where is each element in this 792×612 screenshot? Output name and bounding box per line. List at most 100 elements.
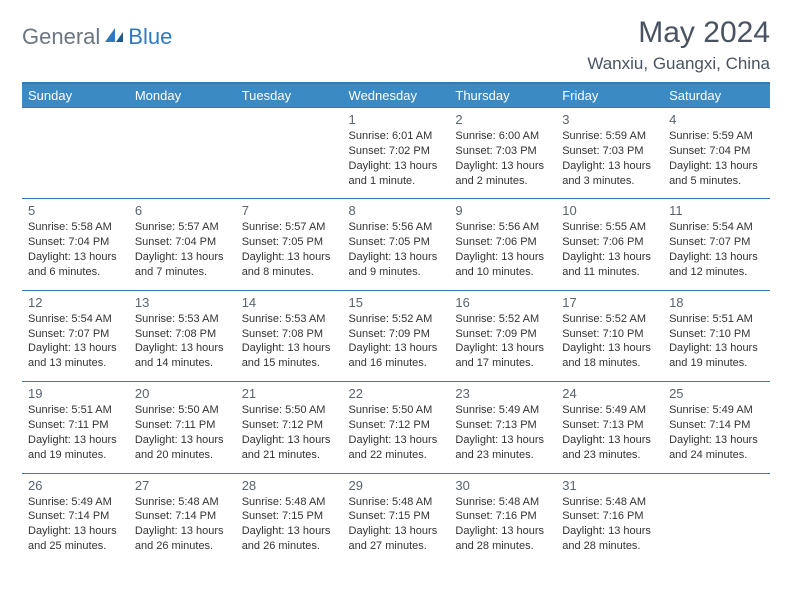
sunset-text: Sunset: 7:12 PM (242, 418, 337, 433)
day-number: 12 (28, 295, 123, 310)
day-cell: 15Sunrise: 5:52 AMSunset: 7:09 PMDayligh… (343, 290, 450, 381)
sunset-text: Sunset: 7:03 PM (455, 144, 550, 159)
sunset-text: Sunset: 7:09 PM (349, 327, 444, 342)
day-number: 14 (242, 295, 337, 310)
day-cell: 5Sunrise: 5:58 AMSunset: 7:04 PMDaylight… (22, 199, 129, 290)
day-number: 10 (562, 203, 657, 218)
daylight-text: Daylight: 13 hours and 19 minutes. (28, 433, 123, 463)
day-header: Wednesday (343, 83, 450, 108)
day-cell: 6Sunrise: 5:57 AMSunset: 7:04 PMDaylight… (129, 199, 236, 290)
logo-sail-icon (104, 26, 126, 49)
sunset-text: Sunset: 7:11 PM (135, 418, 230, 433)
day-cell: 10 Sunrise: 5:55 AMSunset: 7:06 PMDayligh… (556, 199, 663, 290)
day-number: 4 (669, 112, 764, 127)
day-cell: 17Sunrise: 5:52 AMSunset: 7:10 PMDayligh… (556, 290, 663, 381)
sunrise-text: Sunrise: 5:57 AM (135, 220, 230, 235)
day-header: Friday (556, 83, 663, 108)
day-cell (129, 108, 236, 199)
week-row: 12Sunrise: 5:54 AMSunset: 7:07 PMDayligh… (22, 290, 770, 381)
sunset-text: Sunset: 7:16 PM (455, 509, 550, 524)
daylight-text: Daylight: 13 hours and 18 minutes. (562, 341, 657, 371)
daylight-text: Daylight: 13 hours and 14 minutes. (135, 341, 230, 371)
day-cell: 20Sunrise: 5:50 AMSunset: 7:11 PMDayligh… (129, 382, 236, 473)
sunset-text: Sunset: 7:08 PM (135, 327, 230, 342)
day-number: 7 (242, 203, 337, 218)
day-header: Sunday (22, 83, 129, 108)
sunrise-text: Sunrise: 5:52 AM (562, 312, 657, 327)
calendar-table: SundayMondayTuesdayWednesdayThursdayFrid… (22, 82, 770, 564)
day-number: 18 (669, 295, 764, 310)
day-cell: 12Sunrise: 5:54 AMSunset: 7:07 PMDayligh… (22, 290, 129, 381)
sunset-text: Sunset: 7:09 PM (455, 327, 550, 342)
sunset-text: Sunset: 7:15 PM (242, 509, 337, 524)
daylight-text: Daylight: 13 hours and 21 minutes. (242, 433, 337, 463)
day-number: 22 (349, 386, 444, 401)
sunset-text: Sunset: 7:10 PM (562, 327, 657, 342)
sunrise-text: Sunrise: 5:51 AM (669, 312, 764, 327)
sunset-text: Sunset: 7:10 PM (669, 327, 764, 342)
day-cell: 29Sunrise: 5:48 AMSunset: 7:15 PMDayligh… (343, 473, 450, 564)
day-cell: 26Sunrise: 5:49 AMSunset: 7:14 PMDayligh… (22, 473, 129, 564)
daylight-text: Daylight: 13 hours and 11 minutes. (562, 250, 657, 280)
day-cell: 3Sunrise: 5:59 AMSunset: 7:03 PMDaylight… (556, 108, 663, 199)
sunrise-text: Sunrise: 5:58 AM (28, 220, 123, 235)
sunset-text: Sunset: 7:05 PM (242, 235, 337, 250)
sunrise-text: Sunrise: 5:49 AM (562, 403, 657, 418)
day-number: 6 (135, 203, 230, 218)
sunset-text: Sunset: 7:03 PM (562, 144, 657, 159)
daylight-text: Daylight: 13 hours and 5 minutes. (669, 159, 764, 189)
daylight-text: Daylight: 13 hours and 27 minutes. (349, 524, 444, 554)
daylight-text: Daylight: 13 hours and 9 minutes. (349, 250, 444, 280)
sunrise-text: Sunrise: 6:00 AM (455, 129, 550, 144)
title-block: May 2024 Wanxiu, Guangxi, China (587, 16, 770, 74)
day-number: 21 (242, 386, 337, 401)
sunset-text: Sunset: 7:12 PM (349, 418, 444, 433)
day-cell: 28Sunrise: 5:48 AMSunset: 7:15 PMDayligh… (236, 473, 343, 564)
sunrise-text: Sunrise: 6:01 AM (349, 129, 444, 144)
day-cell: 18Sunrise: 5:51 AMSunset: 7:10 PMDayligh… (663, 290, 770, 381)
sunrise-text: Sunrise: 5:54 AM (669, 220, 764, 235)
daylight-text: Daylight: 13 hours and 8 minutes. (242, 250, 337, 280)
day-cell: 4Sunrise: 5:59 AMSunset: 7:04 PMDaylight… (663, 108, 770, 199)
day-cell: 23Sunrise: 5:49 AMSunset: 7:13 PMDayligh… (449, 382, 556, 473)
sunrise-text: Sunrise: 5:50 AM (135, 403, 230, 418)
day-number: 11 (669, 203, 764, 218)
sunrise-text: Sunrise: 5:49 AM (28, 495, 123, 510)
day-number: 2 (455, 112, 550, 127)
day-header: Saturday (663, 83, 770, 108)
sunset-text: Sunset: 7:06 PM (562, 235, 657, 250)
sunrise-text: Sunrise: 5:54 AM (28, 312, 123, 327)
location-text: Wanxiu, Guangxi, China (587, 54, 770, 74)
day-cell: 9Sunrise: 5:56 AMSunset: 7:06 PMDaylight… (449, 199, 556, 290)
day-cell: 24Sunrise: 5:49 AMSunset: 7:13 PMDayligh… (556, 382, 663, 473)
sunrise-text: Sunrise: 5:55 AM (562, 220, 657, 235)
day-number: 28 (242, 478, 337, 493)
sunrise-text: Sunrise: 5:53 AM (242, 312, 337, 327)
day-number: 16 (455, 295, 550, 310)
day-number: 5 (28, 203, 123, 218)
day-cell: 21Sunrise: 5:50 AMSunset: 7:12 PMDayligh… (236, 382, 343, 473)
day-cell: 2 Sunrise: 6:00 AMSunset: 7:03 PMDaylight… (449, 108, 556, 199)
daylight-text: Daylight: 13 hours and 28 minutes. (562, 524, 657, 554)
day-header-row: SundayMondayTuesdayWednesdayThursdayFrid… (22, 83, 770, 108)
day-header: Monday (129, 83, 236, 108)
sunrise-text: Sunrise: 5:52 AM (349, 312, 444, 327)
daylight-text: Daylight: 13 hours and 26 minutes. (135, 524, 230, 554)
logo: General Blue (22, 16, 172, 50)
day-cell: 7 Sunrise: 5:57 AMSunset: 7:05 PMDaylight… (236, 199, 343, 290)
daylight-text: Daylight: 13 hours and 6 minutes. (28, 250, 123, 280)
sunrise-text: Sunrise: 5:48 AM (562, 495, 657, 510)
sunset-text: Sunset: 7:16 PM (562, 509, 657, 524)
day-cell: 16Sunrise: 5:52 AMSunset: 7:09 PMDayligh… (449, 290, 556, 381)
sunrise-text: Sunrise: 5:49 AM (669, 403, 764, 418)
day-number: 24 (562, 386, 657, 401)
sunrise-text: Sunrise: 5:57 AM (242, 220, 337, 235)
day-cell: 27Sunrise: 5:48 AMSunset: 7:14 PMDayligh… (129, 473, 236, 564)
sunset-text: Sunset: 7:15 PM (349, 509, 444, 524)
sunset-text: Sunset: 7:11 PM (28, 418, 123, 433)
month-title: May 2024 (587, 16, 770, 50)
sunset-text: Sunset: 7:04 PM (669, 144, 764, 159)
sunrise-text: Sunrise: 5:53 AM (135, 312, 230, 327)
daylight-text: Daylight: 13 hours and 2 minutes. (455, 159, 550, 189)
day-cell (22, 108, 129, 199)
